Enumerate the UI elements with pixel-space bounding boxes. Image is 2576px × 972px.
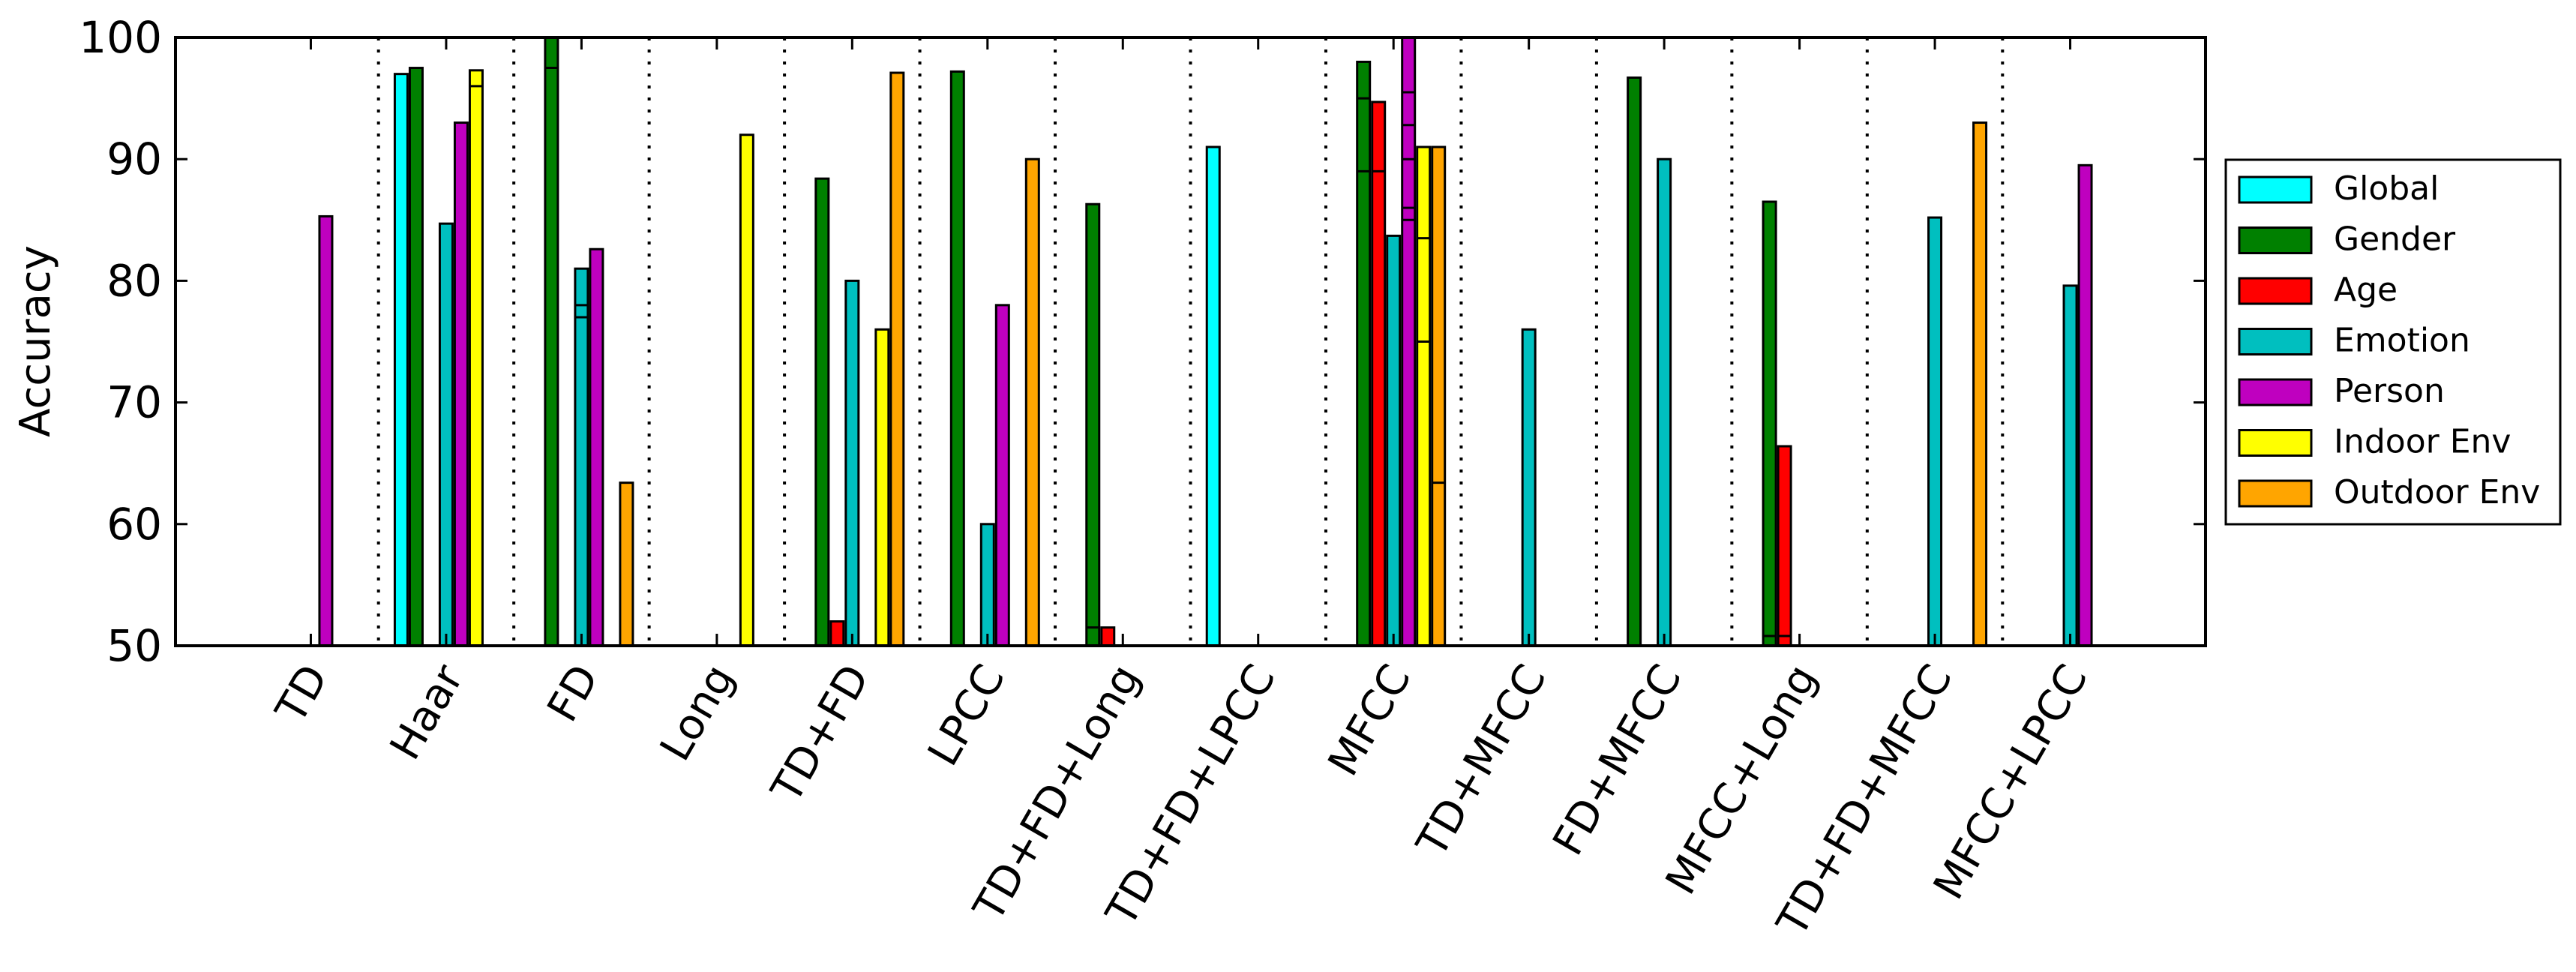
- bar-outdoor-env-lpcc: [1024, 158, 1040, 647]
- bar-emotion-lpcc: [979, 523, 995, 647]
- bar-person-mfcc-lpcc: [2077, 164, 2093, 647]
- bar-age-mfcc: [1371, 100, 1387, 647]
- legend-swatch: [2238, 226, 2313, 254]
- bar-person-fd: [589, 248, 604, 647]
- bar-indoor-env-mfcc: [1416, 146, 1432, 647]
- y-axis: 50 60 70 80 90 100: [79, 12, 2206, 671]
- bar-outdoor-env-fd: [619, 482, 634, 647]
- bar-emotion-td-fd: [844, 279, 860, 647]
- y-tick-label: 70: [106, 377, 162, 428]
- bar-gender-td-fd: [814, 177, 830, 647]
- x-tick-label: Haar: [381, 656, 474, 768]
- bar-outdoor-env-mfcc: [1431, 146, 1447, 647]
- bar-indoor-env-haar: [468, 69, 484, 647]
- bar-outdoor-env-td-fd-mfcc: [1972, 122, 1988, 647]
- bar-age-td-fd: [829, 620, 845, 647]
- legend-swatch: [2238, 277, 2313, 305]
- legend-label: Global: [2334, 170, 2439, 208]
- y-tick-label: 50: [106, 620, 162, 671]
- bar-emotion-mfcc: [1386, 234, 1402, 647]
- legend-label: Outdoor Env: [2334, 473, 2540, 512]
- y-axis-label: Accuracy: [11, 245, 60, 437]
- legend: Global Gender Age Emotion Person Indoor Env Ou…: [2224, 158, 2562, 526]
- bar-global-haar: [393, 73, 409, 647]
- category-separators: [376, 38, 2005, 646]
- bar-gender-fd: [544, 36, 559, 647]
- bar-person-lpcc: [994, 304, 1010, 647]
- bar-emotion-td-fd-mfcc: [1927, 216, 1943, 647]
- y-tick-label: 80: [106, 255, 162, 306]
- bar-emotion-fd: [574, 267, 589, 647]
- x-tick-label: LPCC: [919, 657, 1015, 774]
- bar-gender-mfcc: [1356, 60, 1372, 647]
- legend-swatch: [2238, 429, 2313, 457]
- bar-person-td: [318, 214, 334, 647]
- legend-label: Person: [2334, 372, 2445, 410]
- x-axis: TD Haar FD Long TD+FD LPCCTD+FD+LongTD+FD+LPC…: [266, 38, 2098, 945]
- x-tick-label: MFCC: [1319, 657, 1421, 784]
- legend-swatch: [2238, 479, 2313, 508]
- legend-label: Gender: [2334, 220, 2456, 259]
- legend-label: Emotion: [2334, 322, 2470, 360]
- bar-emotion-fd-mfcc: [1657, 158, 1672, 647]
- x-tick-label: FD: [538, 657, 609, 730]
- bar-gender-fd-mfcc: [1627, 76, 1642, 647]
- y-tick-label: 60: [106, 499, 162, 550]
- bar-emotion-haar: [438, 222, 454, 647]
- legend-label: Age: [2334, 271, 2398, 309]
- legend-label: Indoor Env: [2334, 423, 2511, 461]
- legend-swatch: [2238, 328, 2313, 356]
- bar-indoor-env-long: [739, 134, 754, 647]
- bar-age-td-fd-long: [1100, 626, 1116, 647]
- bar-gender-td-fd-long: [1085, 202, 1101, 647]
- bar-age-mfcc-long: [1777, 445, 1792, 647]
- x-tick-label: TD+FD: [762, 657, 880, 812]
- x-tick-label: FD+MFCC: [1543, 657, 1691, 864]
- bars-layer: [318, 36, 2093, 647]
- bar-outdoor-env-td-fd: [889, 71, 905, 647]
- legend-swatch: [2238, 176, 2313, 204]
- x-tick-label: Long: [651, 657, 744, 770]
- bar-indoor-env-td-fd: [874, 328, 890, 647]
- bar-gender-lpcc: [949, 70, 965, 647]
- bar-emotion-mfcc-lpcc: [2062, 284, 2078, 647]
- plot-frame: [174, 36, 2207, 647]
- legend-swatch: [2238, 378, 2313, 406]
- bar-emotion-td-mfcc: [1521, 328, 1537, 647]
- y-tick-label: 100: [79, 12, 162, 63]
- bar-gender-haar: [408, 67, 424, 647]
- x-tick-label: TD+MFCC: [1408, 657, 1556, 866]
- bar-global-td-fd-lpcc: [1205, 146, 1221, 647]
- x-tick-label: TD: [266, 657, 337, 732]
- bar-person-haar: [453, 122, 469, 647]
- bar-person-mfcc: [1401, 36, 1417, 647]
- y-tick-label: 90: [106, 134, 162, 184]
- bar-gender-mfcc-long: [1762, 200, 1777, 647]
